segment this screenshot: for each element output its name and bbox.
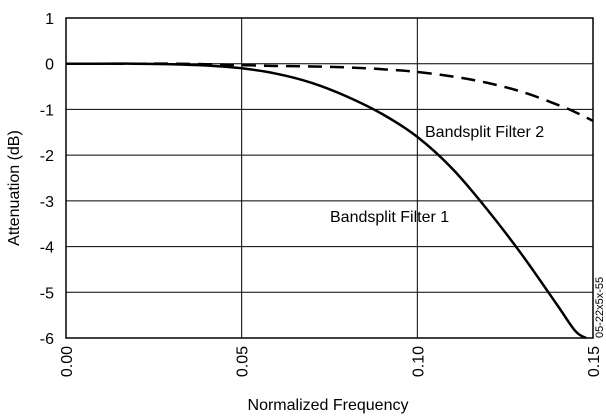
x-tick-label: 0.10 <box>410 346 427 377</box>
y-tick-labels: 1 0 -1 -2 -3 -4 -5 -6 <box>40 11 54 348</box>
plot-frame <box>65 17 594 339</box>
y-tick-label: -6 <box>40 331 54 348</box>
series-layer <box>65 62 594 340</box>
y-tick-label: 1 <box>45 11 54 28</box>
y-tick-label: 0 <box>45 57 54 74</box>
x-tick-label: 0.15 <box>586 346 603 377</box>
x-tick-labels: 0.00 0.05 0.10 0.15 <box>59 346 603 377</box>
grid-lines <box>65 17 594 339</box>
y-tick-label: -4 <box>40 240 54 257</box>
y-tick-label: -5 <box>40 285 54 302</box>
annotation-filter-2: Bandsplit Filter 2 <box>425 124 544 141</box>
x-tick-label: 0.00 <box>59 346 76 377</box>
figure-id: 05-22x5x-55 <box>594 277 606 338</box>
y-tick-label: -3 <box>40 194 54 211</box>
y-axis-title: Attenuation (dB) <box>6 130 23 246</box>
y-tick-label: -1 <box>40 102 54 119</box>
x-tick-label: 0.05 <box>235 346 252 377</box>
y-tick-label: -2 <box>40 148 54 165</box>
x-axis-title: Normalized Frequency <box>248 397 409 414</box>
series-line-filter-2 <box>65 62 594 123</box>
annotation-filter-1: Bandsplit Filter 1 <box>330 209 449 226</box>
